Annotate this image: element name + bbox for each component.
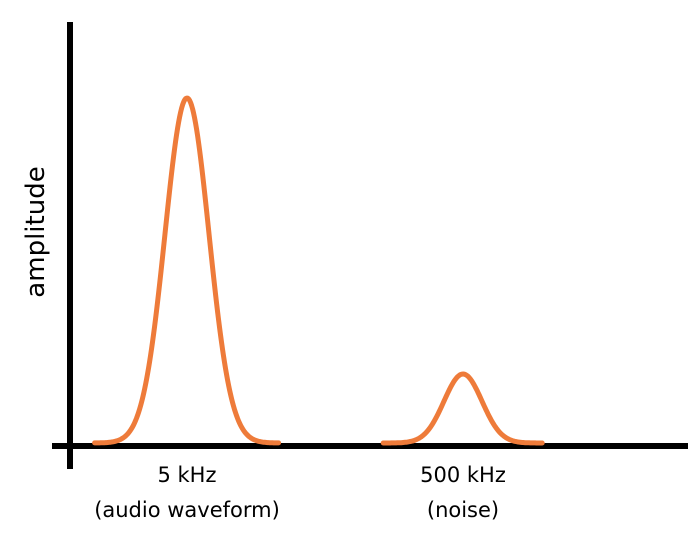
x-tick-label-500khz: 500 kHz: [420, 463, 506, 487]
peak-curve-audio: [92, 95, 282, 446]
x-tick-sublabel-audio-waveform: (audio waveform): [94, 498, 280, 522]
x-tick-sublabel-noise: (noise): [427, 498, 499, 522]
peak-curve-noise: [380, 371, 545, 446]
x-tick-label-5khz: 5 kHz: [157, 463, 216, 487]
y-axis-label: amplitude: [21, 166, 51, 297]
